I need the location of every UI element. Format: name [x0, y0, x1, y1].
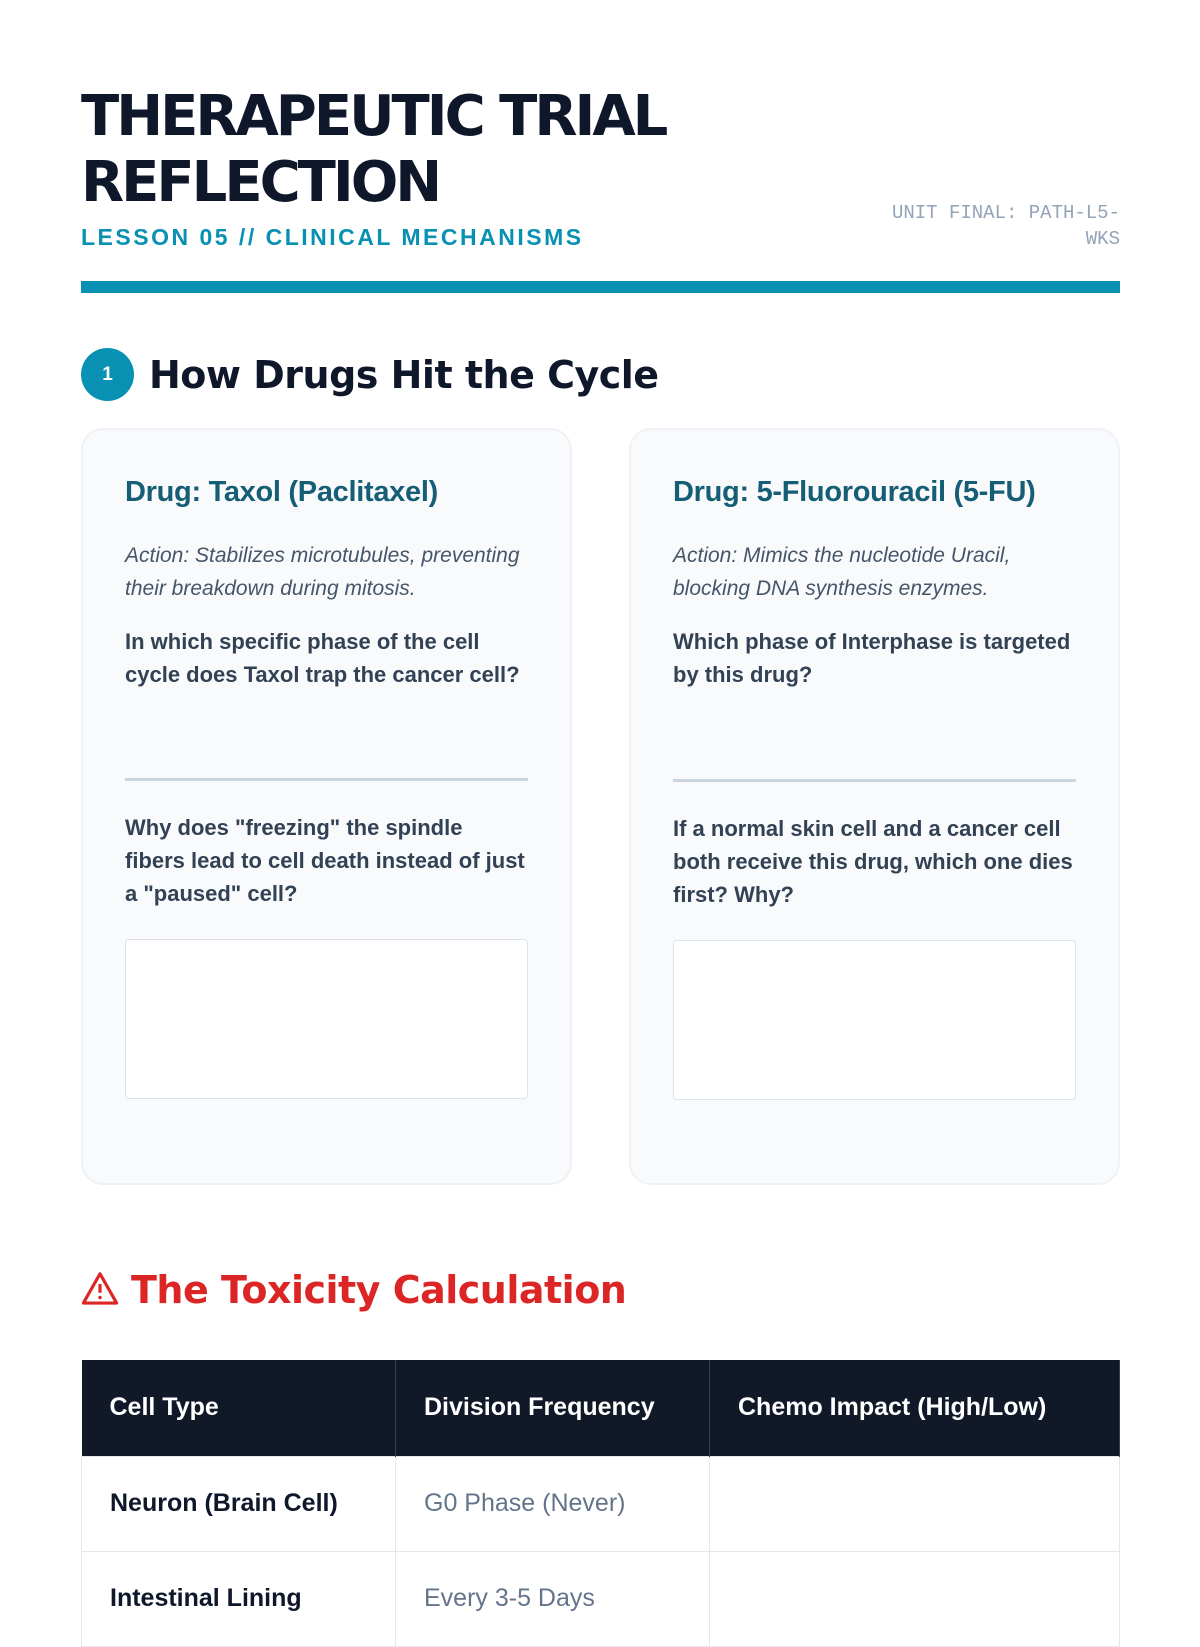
division-frequency: Every 3-5 Days	[395, 1550, 710, 1647]
section-1-heading: 1 How Drugs Hit the Cycle	[81, 348, 659, 401]
column-header: Cell Type	[81, 1360, 396, 1456]
drug-title: Drug: Taxol (Paclitaxel)	[125, 476, 438, 508]
column-header: Division Frequency	[395, 1360, 710, 1456]
division-frequency: G0 Phase (Never)	[395, 1455, 710, 1552]
question-2: If a normal skin cell and a cancer cell …	[673, 816, 1073, 907]
table-row: Neuron (Brain Cell) G0 Phase (Never)	[81, 1455, 1120, 1552]
drug-action: Action: Mimics the nucleotide Uracil, bl…	[673, 544, 1011, 600]
lesson-subtitle: LESSON 05 // CLINICAL MECHANISMS	[81, 224, 584, 250]
cell-type: Neuron (Brain Cell)	[81, 1455, 396, 1552]
header-divider	[81, 281, 1120, 293]
section-title: How Drugs Hit the Cycle	[149, 352, 659, 397]
answer-line[interactable]	[125, 778, 528, 781]
section-number-badge: 1	[81, 348, 134, 401]
toxicity-table: Cell Type Division Frequency Chemo Impac…	[81, 1360, 1120, 1647]
drug-action: Action: Stabilizes microtubules, prevent…	[125, 544, 520, 600]
cell-type: Intestinal Lining	[81, 1550, 396, 1647]
chemo-impact-input[interactable]	[709, 1455, 1120, 1552]
answer-box[interactable]	[125, 939, 528, 1099]
question-2: Why does "freezing" the spindle fibers l…	[125, 815, 525, 906]
answer-line[interactable]	[673, 779, 1076, 782]
column-header: Chemo Impact (High/Low)	[709, 1360, 1120, 1456]
drug-card-5fu: Drug: 5-Fluorouracil (5-FU) Action: Mimi…	[629, 428, 1120, 1185]
table-row: Intestinal Lining Every 3-5 Days	[81, 1550, 1120, 1647]
question-1: Which phase of Interphase is targeted by…	[673, 629, 1071, 687]
section-title: The Toxicity Calculation	[131, 1268, 627, 1312]
drug-title: Drug: 5-Fluorouracil (5-FU)	[673, 476, 1036, 508]
section-2-heading: The Toxicity Calculation	[81, 1268, 627, 1312]
warning-triangle-icon	[81, 1270, 119, 1311]
drug-card-taxol: Drug: Taxol (Paclitaxel) Action: Stabili…	[81, 428, 572, 1185]
unit-code: UNIT FINAL: PATH-L5-WKS	[891, 202, 1120, 250]
page-title: THERAPEUTIC TRIAL REFLECTION	[81, 84, 668, 215]
question-1: In which specific phase of the cell cycl…	[125, 629, 520, 687]
chemo-impact-input[interactable]	[709, 1550, 1120, 1647]
answer-box[interactable]	[673, 940, 1076, 1100]
